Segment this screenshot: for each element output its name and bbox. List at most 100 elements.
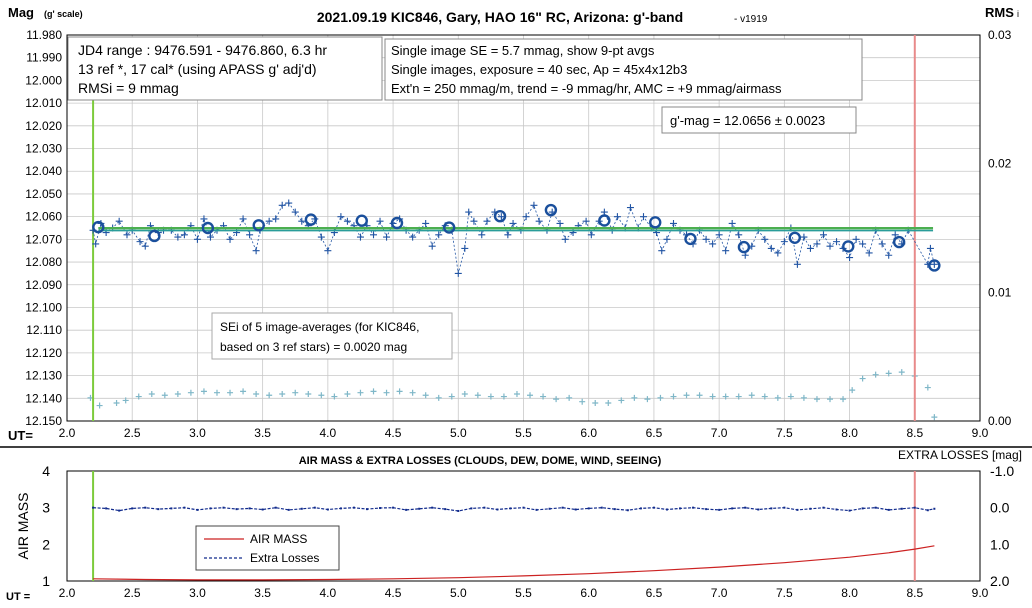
extra-losses-point	[170, 507, 173, 510]
rms-point	[500, 393, 507, 400]
rms-point	[748, 392, 755, 399]
rms-point	[774, 394, 781, 401]
extra-losses-point	[248, 507, 251, 510]
bottom-x-tick-label: 6.0	[580, 586, 597, 600]
average-point	[493, 209, 507, 223]
extra-losses-point	[392, 506, 395, 509]
bottom-x-tick-label: 2.0	[59, 586, 76, 600]
exposure-textbox: Single image SE = 5.7 mmag, show 9-pt av…	[384, 38, 863, 101]
extra-losses-point	[933, 507, 936, 510]
exposure-line-2: Single images, exposure = 40 sec, Ap = 4…	[391, 62, 687, 77]
bottom-plot-frame	[66, 470, 981, 582]
single-image-point	[141, 242, 149, 250]
single-image-point	[285, 199, 293, 207]
single-image-point	[136, 238, 144, 246]
single-image-point	[337, 213, 345, 221]
rms-point	[924, 384, 931, 391]
single-image-point	[483, 217, 491, 225]
single-image-point	[658, 247, 666, 255]
single-image-point	[180, 231, 188, 239]
extra-losses-point	[235, 508, 238, 511]
top-y-tick-label: 12.080	[25, 255, 62, 269]
single-image-point	[761, 235, 769, 243]
single-image-point	[206, 233, 214, 241]
extra-losses-point	[744, 506, 747, 509]
average-point	[390, 216, 404, 230]
top-y-axis-label-suffix: (g' scale)	[44, 9, 83, 19]
single-image-point	[722, 247, 730, 255]
average-point	[148, 229, 161, 243]
rms-point	[735, 393, 742, 400]
rms-point	[696, 392, 703, 399]
sei-textbox: SEi of 5 image-averages (for KIC846, bas…	[211, 312, 453, 360]
average-point	[928, 259, 941, 272]
single-image-point	[428, 242, 436, 250]
top-x-tick-label: 3.0	[189, 426, 206, 440]
extra-losses-point	[431, 506, 434, 509]
averages-series	[92, 203, 941, 272]
extra-losses-point	[770, 507, 773, 510]
result-textbox: g'-mag = 12.0656 ± 0.0023	[661, 106, 857, 134]
extra-losses-point	[470, 507, 473, 510]
top-y2-tick-label: 0.00	[988, 414, 1012, 428]
top-x-tick-label: 7.0	[711, 426, 728, 440]
single-image-point	[497, 213, 505, 221]
rms-point	[859, 375, 866, 382]
extra-losses-point	[613, 508, 616, 511]
top-y-tick-labels: 11.980 11.990 12.000 12.010 12.020 12.030 12.0…	[25, 28, 62, 428]
single-image-point	[885, 251, 893, 259]
rms-point	[872, 371, 879, 378]
average-point	[442, 221, 456, 234]
extra-losses-point	[900, 507, 903, 510]
extra-losses-point	[483, 506, 486, 509]
extra-losses-point	[600, 506, 603, 509]
top-y-tick-label: 12.150	[25, 414, 62, 428]
bottom-y-tick-label: 4	[42, 463, 50, 479]
rms-point	[709, 393, 716, 400]
rms-point	[631, 394, 638, 401]
bottom-y2-axis-label: EXTRA LOSSES [mag]	[898, 448, 1022, 462]
extra-losses-point	[783, 506, 786, 509]
sei-line-1: SEi of 5 image-averages (for KIC846,	[220, 320, 419, 334]
top-x-tick-label: 2.0	[59, 426, 76, 440]
single-image-series	[89, 199, 938, 277]
single-image-point	[291, 208, 299, 216]
single-image-point	[509, 219, 517, 227]
single-image-point	[504, 231, 512, 239]
average-point	[92, 220, 105, 234]
rms-point	[187, 389, 194, 396]
extra-losses-point	[874, 506, 877, 509]
single-image-point	[663, 235, 671, 243]
rms-point	[553, 396, 560, 403]
extra-losses-point	[848, 509, 851, 512]
top-x-tick-label: 6.0	[580, 426, 597, 440]
single-image-point	[530, 201, 538, 209]
top-x-tick-label: 4.0	[320, 426, 337, 440]
rms-point	[135, 393, 142, 400]
single-image-point	[780, 238, 788, 246]
extra-losses-point	[274, 506, 277, 509]
single-image-point	[356, 233, 364, 241]
single-image-point	[226, 235, 234, 243]
single-image-point	[709, 240, 717, 248]
single-image-point	[735, 231, 743, 239]
single-image-point	[317, 233, 325, 241]
single-image-point	[376, 217, 384, 225]
rms-point	[113, 399, 120, 406]
bottom-x-tick-label: 8.5	[906, 586, 923, 600]
bottom-x-tick-label: 5.5	[515, 586, 532, 600]
rms-point	[840, 396, 847, 403]
extra-losses-point	[157, 508, 160, 511]
extra-losses-point	[365, 508, 368, 511]
single-image-point	[926, 244, 934, 252]
info-textbox: JD4 range : 9476.591 - 9476.860, 6.3 hr …	[67, 36, 383, 101]
top-y-tick-label: 12.060	[25, 210, 62, 224]
extra-losses-point	[183, 506, 186, 509]
single-image-point	[239, 215, 247, 223]
extra-losses-point	[105, 507, 108, 510]
top-y-tick-label: 12.070	[25, 232, 62, 246]
extra-losses-point	[561, 506, 564, 509]
extra-losses-point	[835, 508, 838, 511]
extra-losses-point	[626, 509, 629, 512]
